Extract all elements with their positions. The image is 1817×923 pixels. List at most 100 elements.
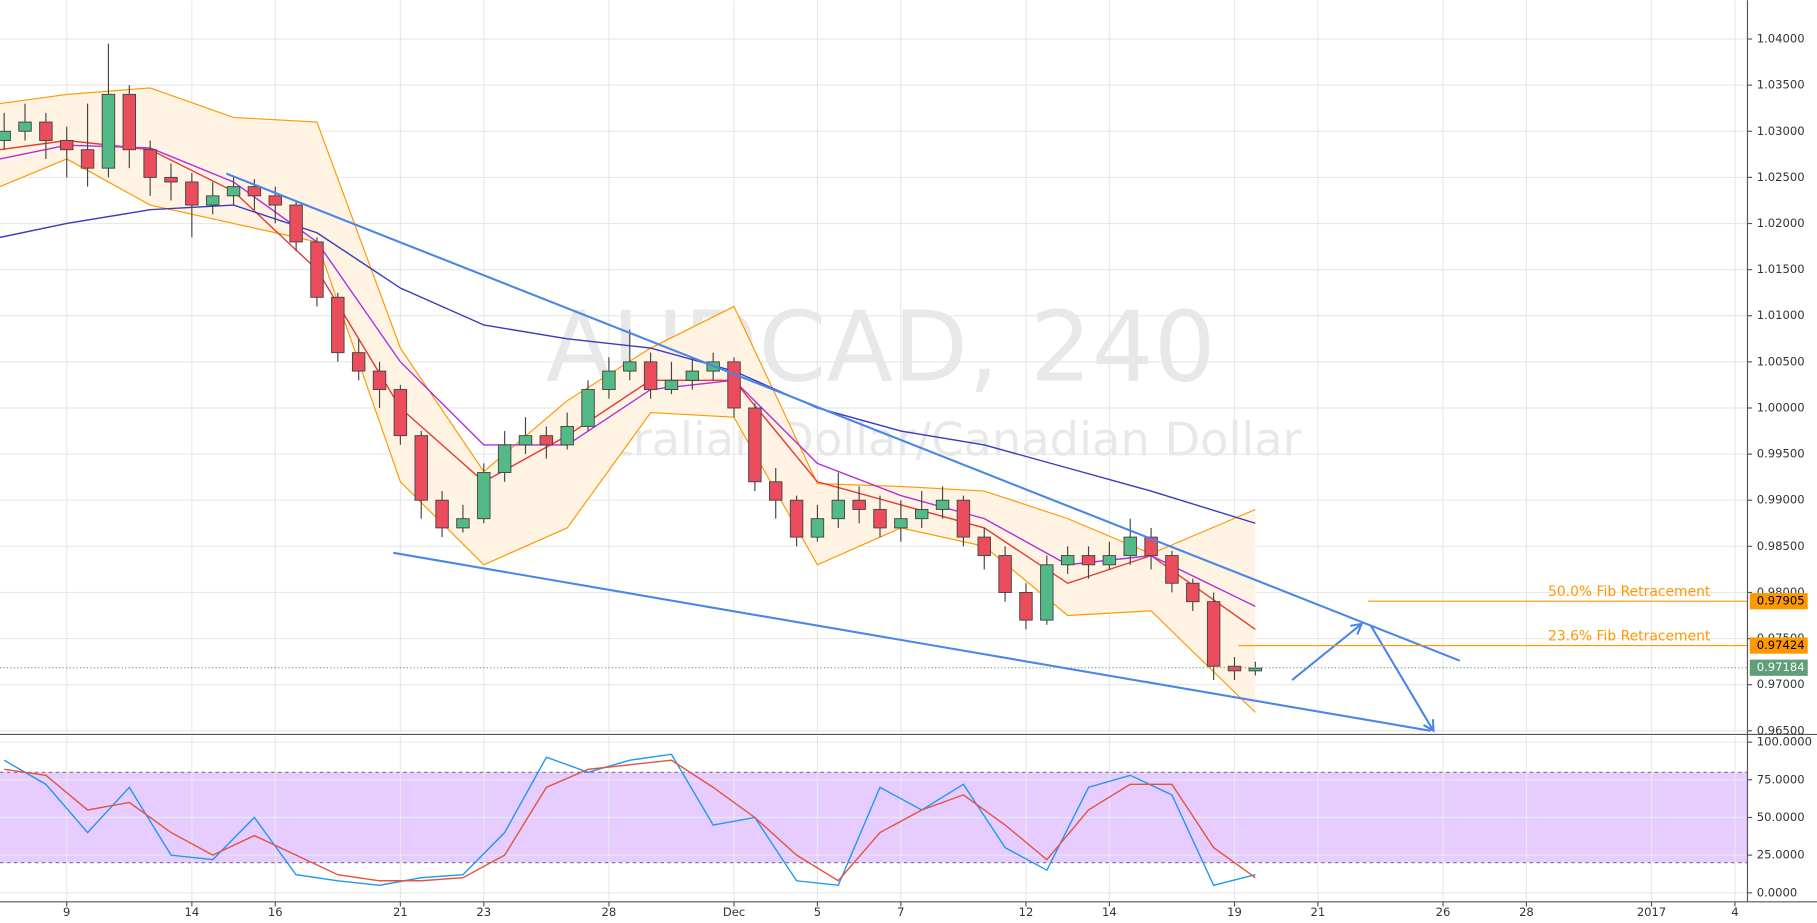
x-tick-label: 23 xyxy=(476,905,491,919)
candle-body xyxy=(1019,591,1033,621)
y-tick-label: 0.96500 xyxy=(1757,723,1805,737)
candle-body xyxy=(122,93,137,151)
candle-body xyxy=(1081,555,1096,566)
watermark-subtitle: Australian Dollar/Canadian Dollar xyxy=(529,412,1302,466)
price-tag-label: 0.97905 xyxy=(1757,594,1805,608)
candle-body xyxy=(143,149,157,178)
y-tick-label: 1.00500 xyxy=(1757,354,1805,368)
x-tick-label: Dec xyxy=(723,905,745,919)
x-tick-label: 16 xyxy=(268,905,283,919)
y-tick-label: 0.97000 xyxy=(1757,677,1805,691)
candle-body xyxy=(810,518,825,538)
candle-body xyxy=(18,121,32,132)
candle-body xyxy=(748,407,762,483)
price-pane: 50.0% Fib Retracement 23.6% Fib Retraceme… xyxy=(0,0,1748,733)
y-tick-label: 0.99500 xyxy=(1757,447,1805,461)
candle-body xyxy=(852,499,866,510)
candle-body xyxy=(789,499,804,538)
candle-body xyxy=(414,435,428,501)
candle-body xyxy=(560,425,574,446)
candle-body xyxy=(205,195,220,206)
x-tick-label: 21 xyxy=(393,905,408,919)
candle-body xyxy=(435,499,449,529)
candle-body xyxy=(497,444,512,474)
candle-body xyxy=(914,508,929,520)
fib-text: 23.6% Fib Retracement xyxy=(1548,628,1711,644)
candle-body xyxy=(727,361,741,409)
candle-body xyxy=(873,508,887,529)
candle-body xyxy=(164,176,178,183)
y-tick-label: 75.0000 xyxy=(1757,772,1805,786)
candle-body xyxy=(581,389,595,427)
price-tag xyxy=(1749,637,1808,654)
candle-body xyxy=(60,140,74,151)
candle-body xyxy=(518,435,533,446)
y-tick-label: 100.0000 xyxy=(1757,735,1812,749)
candle-body xyxy=(0,130,11,141)
candle-body xyxy=(935,499,950,510)
candle-body xyxy=(977,536,991,557)
candle-body xyxy=(456,518,470,529)
x-tick-label: 2017 xyxy=(1637,905,1666,919)
price-tag xyxy=(1749,659,1808,676)
y-tick-label: 1.03500 xyxy=(1757,78,1805,92)
y-tick-label: 0.98500 xyxy=(1757,539,1805,553)
y-tick-label: 1.04000 xyxy=(1757,32,1805,46)
candle-body xyxy=(1102,555,1117,566)
x-tick-label: 26 xyxy=(1436,905,1451,919)
candle-body xyxy=(226,186,241,197)
y-tick-label: 1.00000 xyxy=(1757,400,1805,414)
bollinger-fill xyxy=(0,87,1256,713)
x-tick-label: 9 xyxy=(63,905,70,919)
price-tag-label: 0.97184 xyxy=(1757,660,1805,674)
trendline xyxy=(393,551,1431,732)
candle-body xyxy=(101,93,116,169)
candle-body xyxy=(1144,536,1158,557)
candle-body xyxy=(1123,536,1137,557)
x-tick-label: 7 xyxy=(897,905,904,919)
x-tick-label: 12 xyxy=(1019,905,1034,919)
candle-body xyxy=(1186,582,1200,603)
candle-body xyxy=(351,352,366,372)
x-tick-label: 19 xyxy=(1227,905,1242,919)
candle-body xyxy=(998,555,1012,593)
y-tick-label: 1.01000 xyxy=(1757,308,1805,322)
x-tick-label: 5 xyxy=(814,905,821,919)
y-tick-label: 50.0000 xyxy=(1757,810,1805,824)
candle-body xyxy=(685,370,700,381)
y-tick-label: 1.03000 xyxy=(1757,124,1805,138)
fib-text: 50.0% Fib Retracement xyxy=(1548,584,1711,600)
candle-body xyxy=(1060,555,1075,566)
candle-body xyxy=(769,481,783,501)
candle-body xyxy=(894,518,908,529)
y-tick-label: 0.99000 xyxy=(1757,493,1805,507)
candle-body xyxy=(247,186,262,197)
candle-body xyxy=(80,149,95,169)
moving-average xyxy=(0,144,1256,607)
x-tick-label: 14 xyxy=(184,905,199,919)
candle-body xyxy=(310,241,324,298)
candle-body xyxy=(268,195,282,206)
y-tick-label: 1.01500 xyxy=(1757,262,1805,276)
candle-body xyxy=(1165,555,1179,584)
x-tick-label: 14 xyxy=(1102,905,1117,919)
arrow xyxy=(1291,622,1364,681)
candle-body xyxy=(602,370,616,391)
arrow xyxy=(1369,625,1435,733)
y-tick-label: 1.02000 xyxy=(1757,216,1805,230)
y-tick-label: 0.0000 xyxy=(1757,885,1798,899)
candle-body xyxy=(539,435,554,446)
x-tick-label: 21 xyxy=(1311,905,1326,919)
candle-body xyxy=(1040,564,1054,621)
candle-body xyxy=(477,472,491,520)
candle-body xyxy=(372,370,387,391)
oscillator-line xyxy=(3,753,1256,887)
y-tick-label: 25.0000 xyxy=(1757,848,1805,862)
candle-body xyxy=(643,361,658,391)
candle-body xyxy=(664,379,679,391)
candle-body xyxy=(1227,665,1242,672)
candle-body xyxy=(1206,601,1221,667)
candle-body xyxy=(831,499,846,520)
